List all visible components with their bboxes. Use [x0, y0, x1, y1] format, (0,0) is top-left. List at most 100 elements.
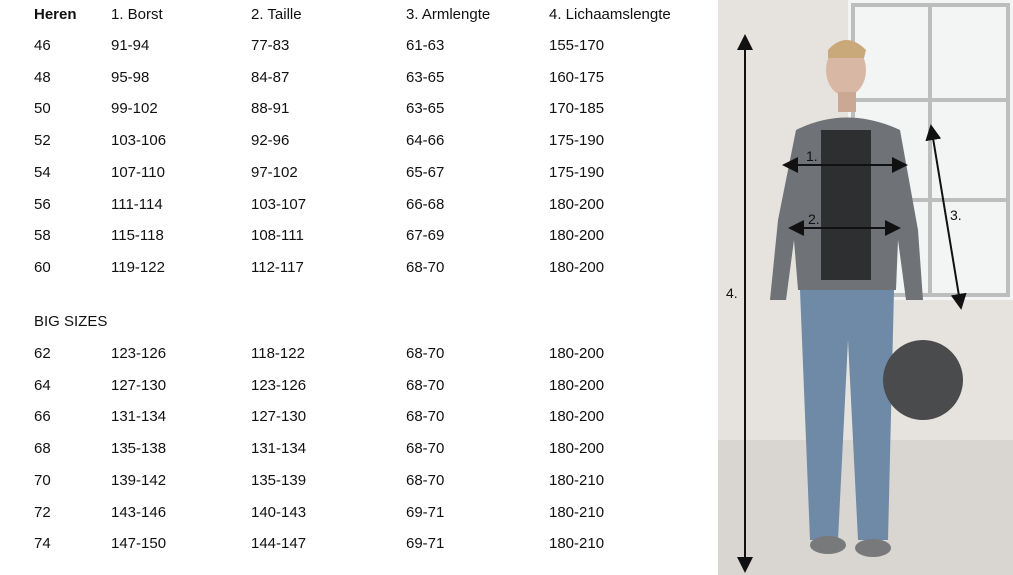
header-lichaamslengte: 4. Lichaamslengte	[549, 6, 671, 23]
cell-size: 68	[34, 440, 51, 458]
model-measurement-photo: 1. 2. 3. 4.	[718, 0, 1013, 575]
cell-armlengte: 61-63	[406, 37, 445, 54]
table-row: 72 143-146 140-143 69-71 180-210	[0, 504, 710, 524]
table-row: 54 107-110 97-102 65-67 175-190	[0, 164, 710, 184]
cell-armlengte: 68-70	[406, 471, 445, 489]
table-header: Heren 1. Borst 2. Taille 3. Armlengte 4. Lic…	[0, 6, 710, 26]
cell-armlengte: 63-65	[406, 100, 445, 118]
cell-armlengte: 65-67	[406, 163, 445, 181]
cell-size: 60	[34, 258, 51, 276]
cell-armlengte: 68-70	[406, 258, 445, 276]
cell-size: 66	[34, 408, 51, 426]
cell-size: 56	[34, 195, 51, 213]
header-taille: 2. Taille	[251, 6, 302, 23]
cell-borst: 99-102	[111, 100, 158, 118]
measure-label-borst: 1.	[806, 148, 818, 164]
table-row: 70 139-142 135-139 68-70 180-210	[0, 472, 710, 492]
table-row: 64 127-130 123-126 68-70 180-200	[0, 377, 710, 397]
cell-borst: 139-142	[111, 471, 167, 489]
cell-taille: 140-143	[251, 503, 307, 521]
cell-armlengte: 66-68	[406, 195, 445, 213]
cell-armlengte: 69-71	[406, 503, 445, 521]
cell-lichaamslengte: 180-210	[549, 503, 605, 521]
cell-lichaamslengte: 180-200	[549, 195, 605, 213]
cell-lichaamslengte: 180-200	[549, 258, 605, 276]
table-row: 68 135-138 131-134 68-70 180-200	[0, 440, 710, 460]
cell-lichaamslengte: 175-190	[549, 163, 605, 181]
cell-taille: 112-117	[251, 258, 304, 276]
cell-borst: 115-118	[111, 227, 164, 245]
cell-size: 52	[34, 132, 51, 150]
header-size: Heren	[34, 6, 77, 23]
cell-size: 74	[34, 535, 51, 553]
cell-armlengte: 67-69	[406, 227, 445, 245]
cell-lichaamslengte: 180-210	[549, 535, 605, 553]
cell-borst: 91-94	[111, 37, 150, 54]
cell-size: 50	[34, 100, 51, 118]
cell-armlengte: 69-71	[406, 535, 445, 553]
cell-taille: 103-107	[251, 195, 307, 213]
cell-size: 46	[34, 37, 51, 54]
cell-size: 54	[34, 163, 51, 181]
cell-taille: 131-134	[251, 440, 307, 458]
cell-lichaamslengte: 180-200	[549, 227, 605, 245]
cell-borst: 119-122	[111, 258, 165, 276]
cell-taille: 97-102	[251, 163, 298, 181]
cell-armlengte: 68-70	[406, 440, 445, 458]
table-row: 60 119-122 112-117 68-70 180-200	[0, 259, 710, 279]
cell-armlengte: 68-70	[406, 408, 445, 426]
cell-size: 48	[34, 68, 51, 86]
cell-lichaamslengte: 180-200	[549, 440, 605, 458]
cell-taille: 118-122	[251, 345, 305, 362]
table-row: 74 147-150 144-147 69-71 180-210	[0, 535, 710, 555]
cell-borst: 103-106	[111, 132, 167, 150]
cell-borst: 147-150	[111, 535, 167, 553]
cell-taille: 123-126	[251, 376, 307, 394]
table-row: 50 99-102 88-91 63-65 170-185	[0, 100, 710, 120]
cell-borst: 143-146	[111, 503, 167, 521]
cell-lichaamslengte: 170-185	[549, 100, 605, 118]
table-row: 56 111-114 103-107 66-68 180-200	[0, 196, 710, 216]
cell-taille: 77-83	[251, 37, 290, 54]
table-row: 46 91-94 77-83 61-63 155-170	[0, 37, 710, 57]
cell-taille: 127-130	[251, 408, 307, 426]
cell-borst: 107-110	[111, 163, 165, 181]
cell-lichaamslengte: 180-200	[549, 345, 605, 362]
table-row: 62 123-126 118-122 68-70 180-200	[0, 345, 710, 365]
cell-armlengte: 64-66	[406, 132, 445, 150]
cell-borst: 131-134	[111, 408, 167, 426]
cell-borst: 95-98	[111, 68, 150, 86]
header-borst: 1. Borst	[111, 6, 163, 23]
cell-lichaamslengte: 180-200	[549, 408, 605, 426]
header-armlengte: 3. Armlengte	[406, 6, 491, 23]
cell-taille: 108-111	[251, 227, 304, 245]
cell-borst: 111-114	[111, 195, 163, 213]
cell-lichaamslengte: 180-200	[549, 376, 605, 394]
cell-taille: 144-147	[251, 535, 307, 553]
table-row: 48 95-98 84-87 63-65 160-175	[0, 69, 710, 89]
cell-taille: 135-139	[251, 471, 307, 489]
cell-lichaamslengte: 180-210	[549, 471, 605, 489]
big-sizes-heading: BIG SIZES	[34, 313, 108, 330]
cell-size: 58	[34, 227, 51, 245]
table-row: 52 103-106 92-96 64-66 175-190	[0, 132, 710, 152]
measure-label-taille: 2.	[808, 211, 820, 227]
cell-borst: 123-126	[111, 345, 167, 362]
cell-taille: 84-87	[251, 68, 290, 86]
cell-lichaamslengte: 175-190	[549, 132, 605, 150]
cell-borst: 135-138	[111, 440, 167, 458]
cell-armlengte: 68-70	[406, 376, 445, 394]
cell-armlengte: 63-65	[406, 68, 445, 86]
measure-label-lichaamslengte: 4.	[726, 285, 738, 301]
cell-size: 70	[34, 471, 51, 489]
cell-size: 64	[34, 376, 51, 394]
cell-size: 72	[34, 503, 51, 521]
cell-lichaamslengte: 155-170	[549, 37, 605, 54]
table-row: 66 131-134 127-130 68-70 180-200	[0, 408, 710, 428]
measure-label-armlengte: 3.	[950, 207, 962, 223]
cell-size: 62	[34, 345, 51, 362]
cell-taille: 92-96	[251, 132, 290, 150]
cell-lichaamslengte: 160-175	[549, 68, 605, 86]
cell-borst: 127-130	[111, 376, 167, 394]
table-row: 58 115-118 108-111 67-69 180-200	[0, 227, 710, 247]
